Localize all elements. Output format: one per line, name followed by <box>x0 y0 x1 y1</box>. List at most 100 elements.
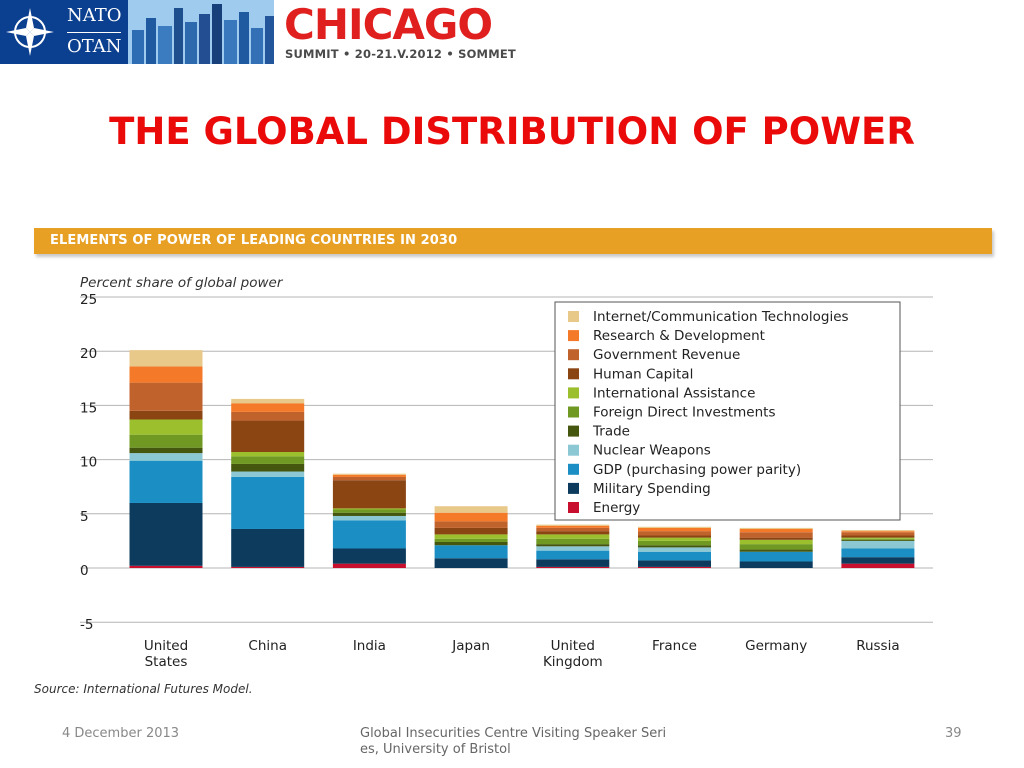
legend-swatch <box>568 463 579 475</box>
bar-segment <box>129 434 203 448</box>
page-number: 39 <box>945 726 962 741</box>
bar-segment <box>536 524 610 526</box>
bar-segment <box>434 527 508 535</box>
bar-segment <box>536 538 610 545</box>
bar-segment <box>231 566 305 568</box>
bar-segment <box>841 532 915 536</box>
legend-label: Human Capital <box>593 366 693 382</box>
legend-label: Foreign Direct Investments <box>593 405 775 421</box>
bar-segment <box>739 532 813 538</box>
bar-segment <box>332 476 406 481</box>
bar-segment <box>231 452 305 457</box>
bar-segment <box>536 531 610 535</box>
y-axis-label: Percent share of global power <box>80 275 284 291</box>
nato-otan-wordmark: NATO OTAN <box>58 0 128 64</box>
bar-segment <box>536 546 610 551</box>
bar-segment <box>638 527 711 532</box>
legend-label: International Assistance <box>593 385 755 401</box>
bar-segment <box>638 531 711 536</box>
legend-label: Energy <box>593 500 640 516</box>
bar-segment <box>231 398 305 404</box>
bar-segment <box>739 561 813 568</box>
y-tick-label: -5 <box>80 617 93 633</box>
bar-segment <box>739 528 813 533</box>
chart-source: Source: International Futures Model. <box>34 682 253 696</box>
y-tick-label: 5 <box>80 509 89 525</box>
bar-segment <box>739 539 813 545</box>
bar-segment <box>129 460 203 503</box>
bar-segment <box>841 538 915 540</box>
bar-segment <box>536 550 610 560</box>
bar-segment <box>841 535 915 538</box>
chart-title: ELEMENTS OF POWER OF LEADING COUNTRIES I… <box>50 233 458 248</box>
bar-segment <box>332 480 406 509</box>
bar-segment <box>332 515 406 521</box>
stacked-bar-chart: Percent share of global power 25 20 15 10 5 0… <box>80 275 933 670</box>
chicago-wordmark: CHICAGO <box>284 0 493 49</box>
bar-segment <box>638 535 711 538</box>
x-tick-label: China <box>248 638 287 654</box>
x-tick-label: United Kingdom <box>543 638 603 670</box>
slide-title: THE GLOBAL DISTRIBUTION OF POWER <box>109 110 915 153</box>
legend-swatch <box>568 387 579 399</box>
bar-segment <box>739 537 813 540</box>
x-tick-label: Japan <box>451 638 490 654</box>
bar-segment <box>536 527 610 532</box>
bar-segment <box>536 559 610 567</box>
bar-segment <box>231 403 305 412</box>
bar-segment <box>332 512 406 516</box>
bar-segment <box>332 473 406 475</box>
legend-swatch <box>568 444 579 456</box>
legend-swatch <box>568 368 579 380</box>
chicago-skyline-image <box>128 0 274 64</box>
bar-segment <box>841 563 915 568</box>
legend-label: Military Spending <box>593 481 711 497</box>
summit-header: NATO OTAN CHICAGO SUMMIT • 20-21.V.2012 … <box>0 0 1024 66</box>
summit-dates: SUMMIT • 20-21.V.2012 • SOMMET <box>285 47 516 61</box>
bar-segment <box>434 541 508 546</box>
bar-segment <box>434 558 508 568</box>
x-tick-label: France <box>652 638 697 654</box>
chart-title-banner: ELEMENTS OF POWER OF LEADING COUNTRIES I… <box>34 228 992 254</box>
bar-segment <box>332 520 406 549</box>
compass-rose-icon <box>6 8 54 56</box>
y-tick-label: 20 <box>80 346 97 362</box>
bar-segment <box>332 509 406 513</box>
bar-segment <box>841 531 915 533</box>
bar-segment <box>231 528 305 567</box>
bar-segment <box>536 544 610 547</box>
bar-segment <box>638 545 711 548</box>
bar-segment <box>638 540 711 546</box>
bar-segment <box>841 539 915 541</box>
bar-segment <box>129 410 203 420</box>
legend-swatch <box>568 349 579 361</box>
y-tick-label: 15 <box>80 400 97 416</box>
y-tick-label: 0 <box>80 563 89 579</box>
bar-segment <box>841 557 915 564</box>
x-tick-label: Germany <box>745 638 807 654</box>
footer-series: Global Insecurities Centre Visiting Spea… <box>360 726 667 757</box>
bar-segment <box>434 545 508 559</box>
bar-segment <box>129 502 203 566</box>
legend-label: Research & Development <box>593 328 765 344</box>
y-tick-label: 10 <box>80 455 97 471</box>
bar-segment <box>129 350 203 367</box>
legend-swatch <box>568 425 579 437</box>
y-tick-label: 25 <box>80 292 97 308</box>
bar-segment <box>231 420 305 453</box>
bar-segment <box>739 549 813 552</box>
bar-segment <box>536 534 610 539</box>
bar-segment <box>434 512 508 522</box>
bar-segment <box>739 527 813 529</box>
bar-segment <box>129 447 203 454</box>
bar-segment <box>536 566 610 568</box>
bar-segment <box>434 506 508 513</box>
bar-segment <box>231 463 305 472</box>
otan-label: OTAN <box>67 36 122 57</box>
legend-swatch <box>568 330 579 342</box>
bar-segment <box>129 366 203 383</box>
bar-segment <box>638 551 711 561</box>
bar-segment <box>434 521 508 528</box>
x-tick-label: India <box>353 638 386 654</box>
bar-segment <box>841 537 915 539</box>
